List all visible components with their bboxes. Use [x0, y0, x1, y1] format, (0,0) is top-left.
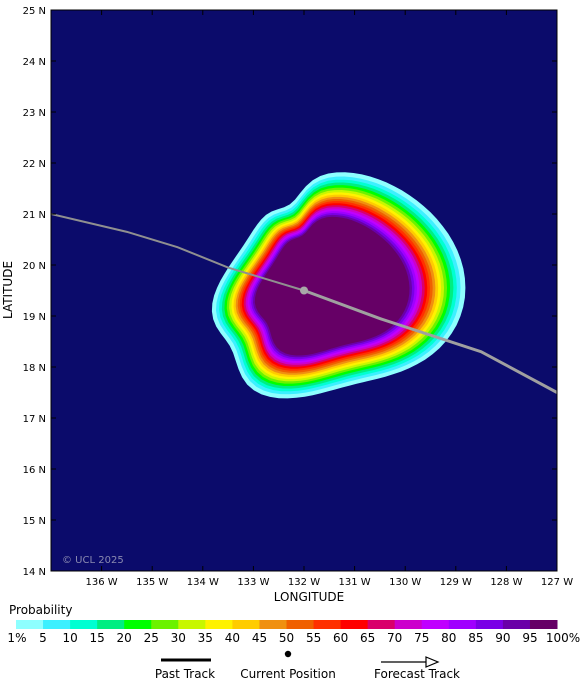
colorbar-swatch	[70, 620, 98, 629]
colorbar-swatch	[259, 620, 287, 629]
colorbar-swatch	[367, 620, 396, 629]
lon-tick-label: 134 W	[187, 577, 219, 588]
colorbar-swatch	[286, 620, 315, 629]
colorbar-swatch	[151, 620, 179, 629]
lat-tick-label: 22 N	[23, 159, 46, 170]
colorbar-label: 70	[387, 631, 403, 645]
lon-tick-label: 127 W	[541, 577, 573, 588]
legend-title: Probability	[9, 603, 73, 617]
colorbar-label: 65	[360, 631, 376, 645]
colorbar-label: 85	[468, 631, 484, 645]
past-track-line-icon	[161, 658, 211, 662]
colorbar-swatch	[43, 620, 71, 629]
colorbar-labels: 1% 5 10 15 20 25 30 35 40 45 50 55 60 65 70 75 80 85 90 95 1…	[0, 631, 580, 647]
colorbar-swatch	[313, 620, 342, 629]
colorbar-label: 20	[116, 631, 132, 645]
lon-tick-label: 128 W	[490, 577, 522, 588]
lon-tick-label: 136 W	[86, 577, 118, 588]
colorbar-swatch	[16, 620, 44, 629]
lon-tick-label: 135 W	[136, 577, 168, 588]
colorbar-label: 10	[62, 631, 78, 645]
lat-tick-label: 16 N	[23, 465, 46, 476]
colorbar-label: 25	[143, 631, 159, 645]
lat-tick-label: 21 N	[23, 210, 46, 221]
colorbar-swatch	[475, 620, 504, 629]
lat-tick-label: 18 N	[23, 363, 46, 374]
lat-tick-label: 24 N	[23, 57, 46, 68]
colorbar-swatch	[124, 620, 152, 629]
colorbar-swatch	[529, 620, 558, 629]
past-track-label: Past Track	[154, 667, 216, 681]
lon-tick-label: 132 W	[288, 577, 320, 588]
colorbar-swatch	[205, 620, 233, 629]
colorbar-label: 80	[441, 631, 457, 645]
current-position-dot-icon	[284, 650, 292, 658]
lat-tick-label: 19 N	[23, 312, 46, 323]
colorbar-label: 100%	[545, 631, 580, 645]
y-axis-title: LATITUDE	[1, 261, 15, 319]
forecast-track-label: Forecast Track	[374, 667, 460, 681]
colorbar-swatch	[421, 620, 450, 629]
past-track-line	[51, 213, 305, 292]
lon-tick-label: 130 W	[389, 577, 421, 588]
lat-tick-label: 15 N	[23, 516, 46, 527]
colorbar-label: 35	[197, 631, 213, 645]
lon-tick-label: 133 W	[237, 577, 269, 588]
colorbar-label: 50	[278, 631, 295, 645]
colorbar-label: 15	[89, 631, 105, 645]
colorbar-swatch	[97, 620, 125, 629]
lat-tick-label: 25 N	[23, 6, 46, 17]
current-position-marker	[300, 286, 308, 295]
lat-tick-label: 23 N	[23, 108, 46, 119]
colorbar-swatch	[340, 620, 369, 629]
lat-tick-label: 20 N	[23, 261, 46, 272]
colorbar-swatch	[502, 620, 531, 629]
colorbar-swatch	[394, 620, 423, 629]
colorbar-label: 30	[170, 631, 186, 645]
colorbar-swatch	[448, 620, 477, 629]
lat-tick-label: 17 N	[23, 414, 46, 425]
axes: 136 W 135 W 134 W 133 W 132 W 131 W 130 W 129 W…	[23, 6, 574, 588]
x-axis-title: LONGITUDE	[274, 590, 344, 604]
lon-tick-label: 129 W	[440, 577, 472, 588]
colorbar-label: 75	[414, 631, 430, 645]
forecast-track-line	[303, 289, 557, 394]
colorbar-label: 55	[305, 631, 322, 645]
track-key: Past Track Current Position Forecast Tra…	[0, 650, 580, 688]
probability-colorbar	[16, 620, 558, 629]
colorbar-swatch	[178, 620, 206, 629]
colorbar-label: 1%	[7, 631, 27, 645]
colorbar-label: 95	[522, 631, 538, 645]
current-position-label: Current Position	[240, 667, 336, 681]
colorbar-label: 90	[495, 631, 511, 645]
colorbar-swatch	[232, 620, 260, 629]
colorbar-label: 45	[251, 631, 268, 645]
colorbar-label: 60	[332, 631, 349, 645]
probability-band	[254, 216, 410, 356]
lat-tick-label: 14 N	[23, 567, 46, 578]
lon-tick-label: 131 W	[339, 577, 371, 588]
colorbar-label: 5	[39, 631, 47, 645]
storm-track	[51, 213, 557, 394]
colorbar-label: 40	[224, 631, 241, 645]
forecast-arrow-icon	[381, 656, 440, 668]
copyright-text: © UCL 2025	[62, 555, 124, 566]
probability-field	[211, 172, 466, 399]
